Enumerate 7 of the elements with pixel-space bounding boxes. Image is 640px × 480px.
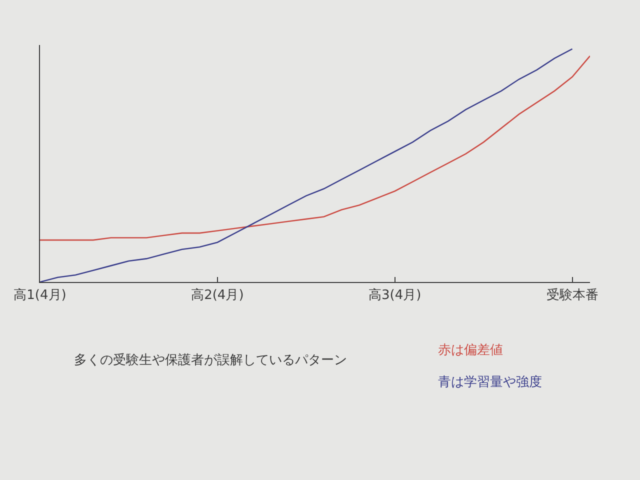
x-tick-label: 高1(4月) (14, 286, 66, 303)
x-tick-label: 受験本番 (546, 288, 598, 303)
text: 多くの受験生や保護者が誤解しているパターン (74, 353, 347, 368)
x-tick-label: 高3(4月) (368, 286, 422, 303)
x-tick-label: 高2(4月) (191, 286, 244, 303)
text: 赤は偏差値 (438, 343, 503, 358)
text: 青は学習量や強度 (438, 374, 542, 390)
